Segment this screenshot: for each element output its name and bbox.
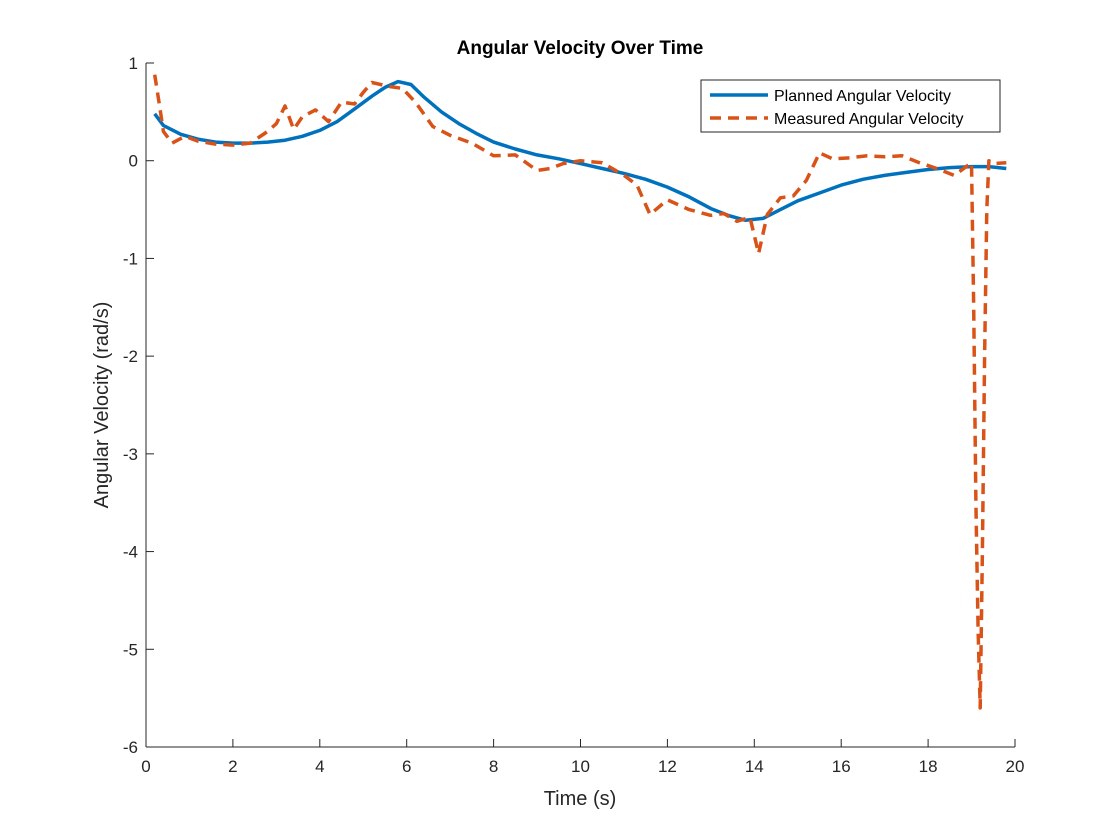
x-tick-label: 20 xyxy=(1006,757,1025,776)
y-axis-label: Angular Velocity (rad/s) xyxy=(91,302,113,509)
x-tick-label: 16 xyxy=(832,757,851,776)
series-line-planned xyxy=(153,79,1007,223)
chart-title: Angular Velocity Over Time xyxy=(457,38,704,59)
x-tick-label: 4 xyxy=(315,757,324,776)
y-tick-label: -2 xyxy=(123,347,138,366)
y-tick-label: -5 xyxy=(123,640,138,659)
x-tick-label: 14 xyxy=(745,757,764,776)
y-tick-label: 1 xyxy=(129,54,138,73)
legend: Planned Angular Velocity Measured Angula… xyxy=(700,79,1001,133)
x-tick-label: 0 xyxy=(141,757,150,776)
legend-box xyxy=(700,79,1001,133)
y-tick-label: -1 xyxy=(123,249,138,268)
x-tick-label: 2 xyxy=(228,757,237,776)
x-tick-label: 12 xyxy=(658,757,677,776)
plot-area xyxy=(146,63,1015,747)
y-tick-label: -6 xyxy=(123,738,138,757)
x-ticks: 0 2 4 6 8 10 12 14 16 18 20 xyxy=(141,739,1024,776)
series-line-measured xyxy=(152,74,1007,710)
x-tick-label: 6 xyxy=(402,757,411,776)
y-tick-label: -3 xyxy=(123,445,138,464)
y-tick-label: -4 xyxy=(123,543,138,562)
series-layer xyxy=(152,74,1007,710)
legend-label-measured: Measured Angular Velocity xyxy=(774,111,963,128)
x-tick-label: 18 xyxy=(919,757,938,776)
legend-label-planned: Planned Angular Velocity xyxy=(774,88,951,105)
y-ticks: 1 0 -1 -2 -3 -4 -5 -6 xyxy=(123,54,154,757)
x-axis-label: Time (s) xyxy=(544,788,617,810)
x-tick-label: 8 xyxy=(489,757,498,776)
x-tick-label: 10 xyxy=(571,757,590,776)
y-tick-label: 0 xyxy=(129,152,138,171)
